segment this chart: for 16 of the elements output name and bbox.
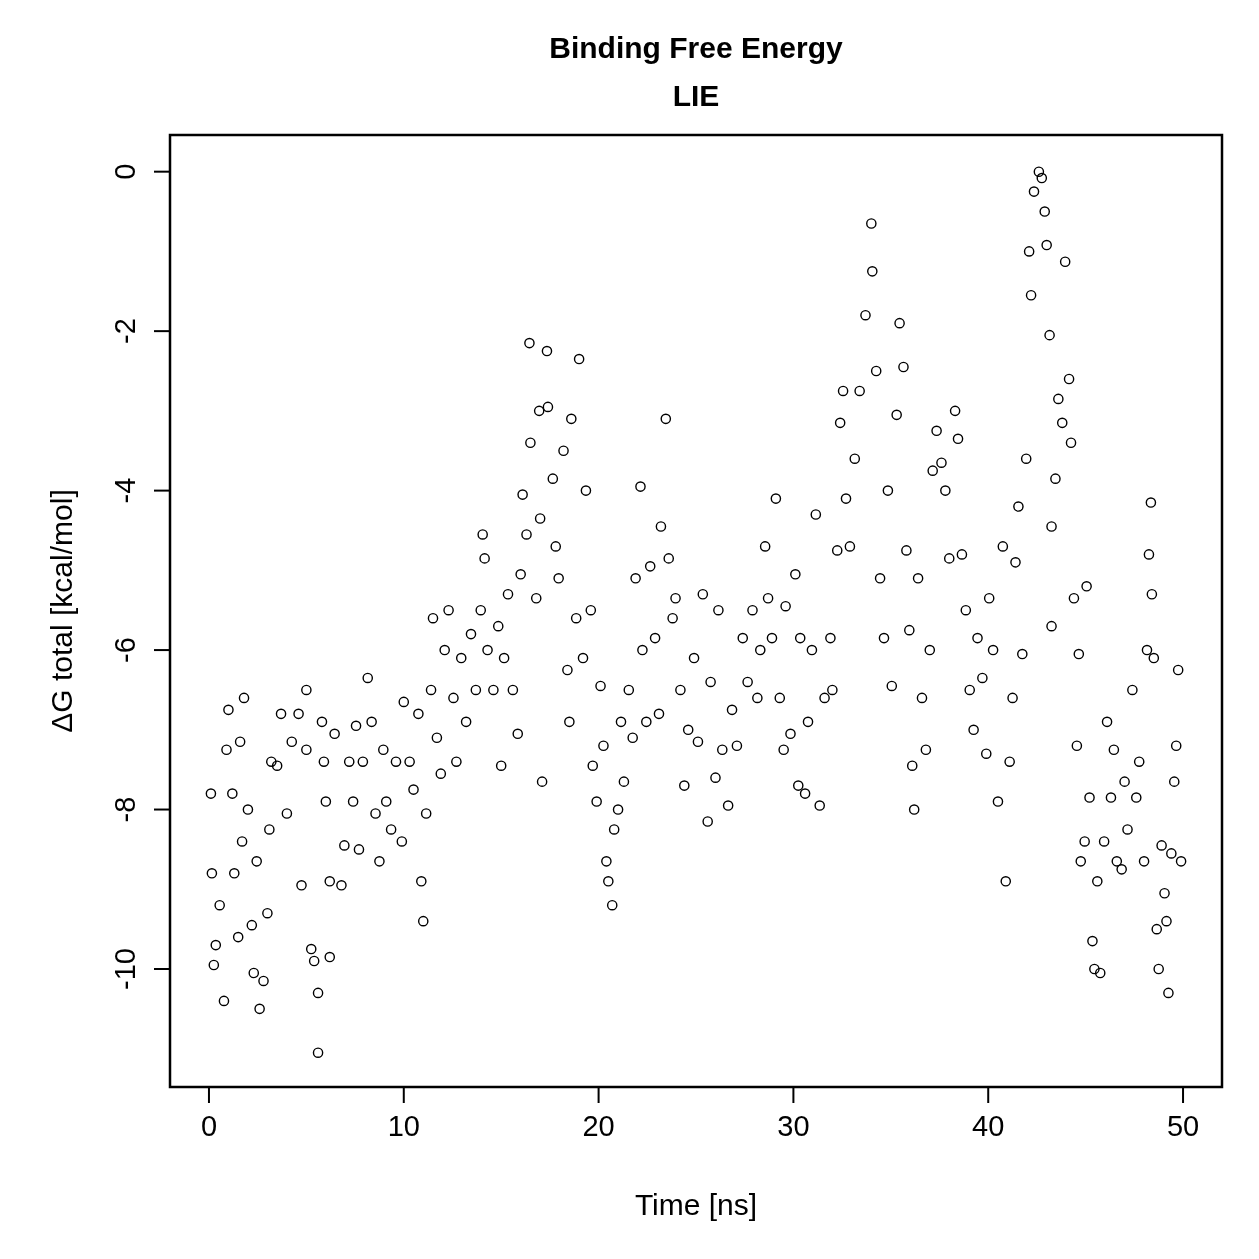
x-tick-label: 20 xyxy=(582,1110,615,1142)
chart-title: Binding Free Energy xyxy=(549,31,843,64)
x-axis-title: Time [ns] xyxy=(634,1188,758,1221)
y-tick-label: -6 xyxy=(109,637,141,663)
y-tick-label: -4 xyxy=(109,477,141,504)
y-axis-title: ΔG total [kcal/mol] xyxy=(45,489,78,733)
x-tick-label: 40 xyxy=(972,1110,1005,1142)
x-tick-label: 50 xyxy=(1166,1110,1200,1142)
y-tick-label: -10 xyxy=(109,948,141,990)
x-tick-label: 10 xyxy=(387,1110,420,1142)
y-tick-label: 0 xyxy=(109,163,141,180)
x-tick-label: 0 xyxy=(200,1110,218,1142)
y-tick-label: -8 xyxy=(109,796,141,823)
chart-subtitle: LIE xyxy=(672,79,720,112)
y-tick-label: -2 xyxy=(109,318,141,345)
x-tick-label: 30 xyxy=(777,1110,810,1142)
